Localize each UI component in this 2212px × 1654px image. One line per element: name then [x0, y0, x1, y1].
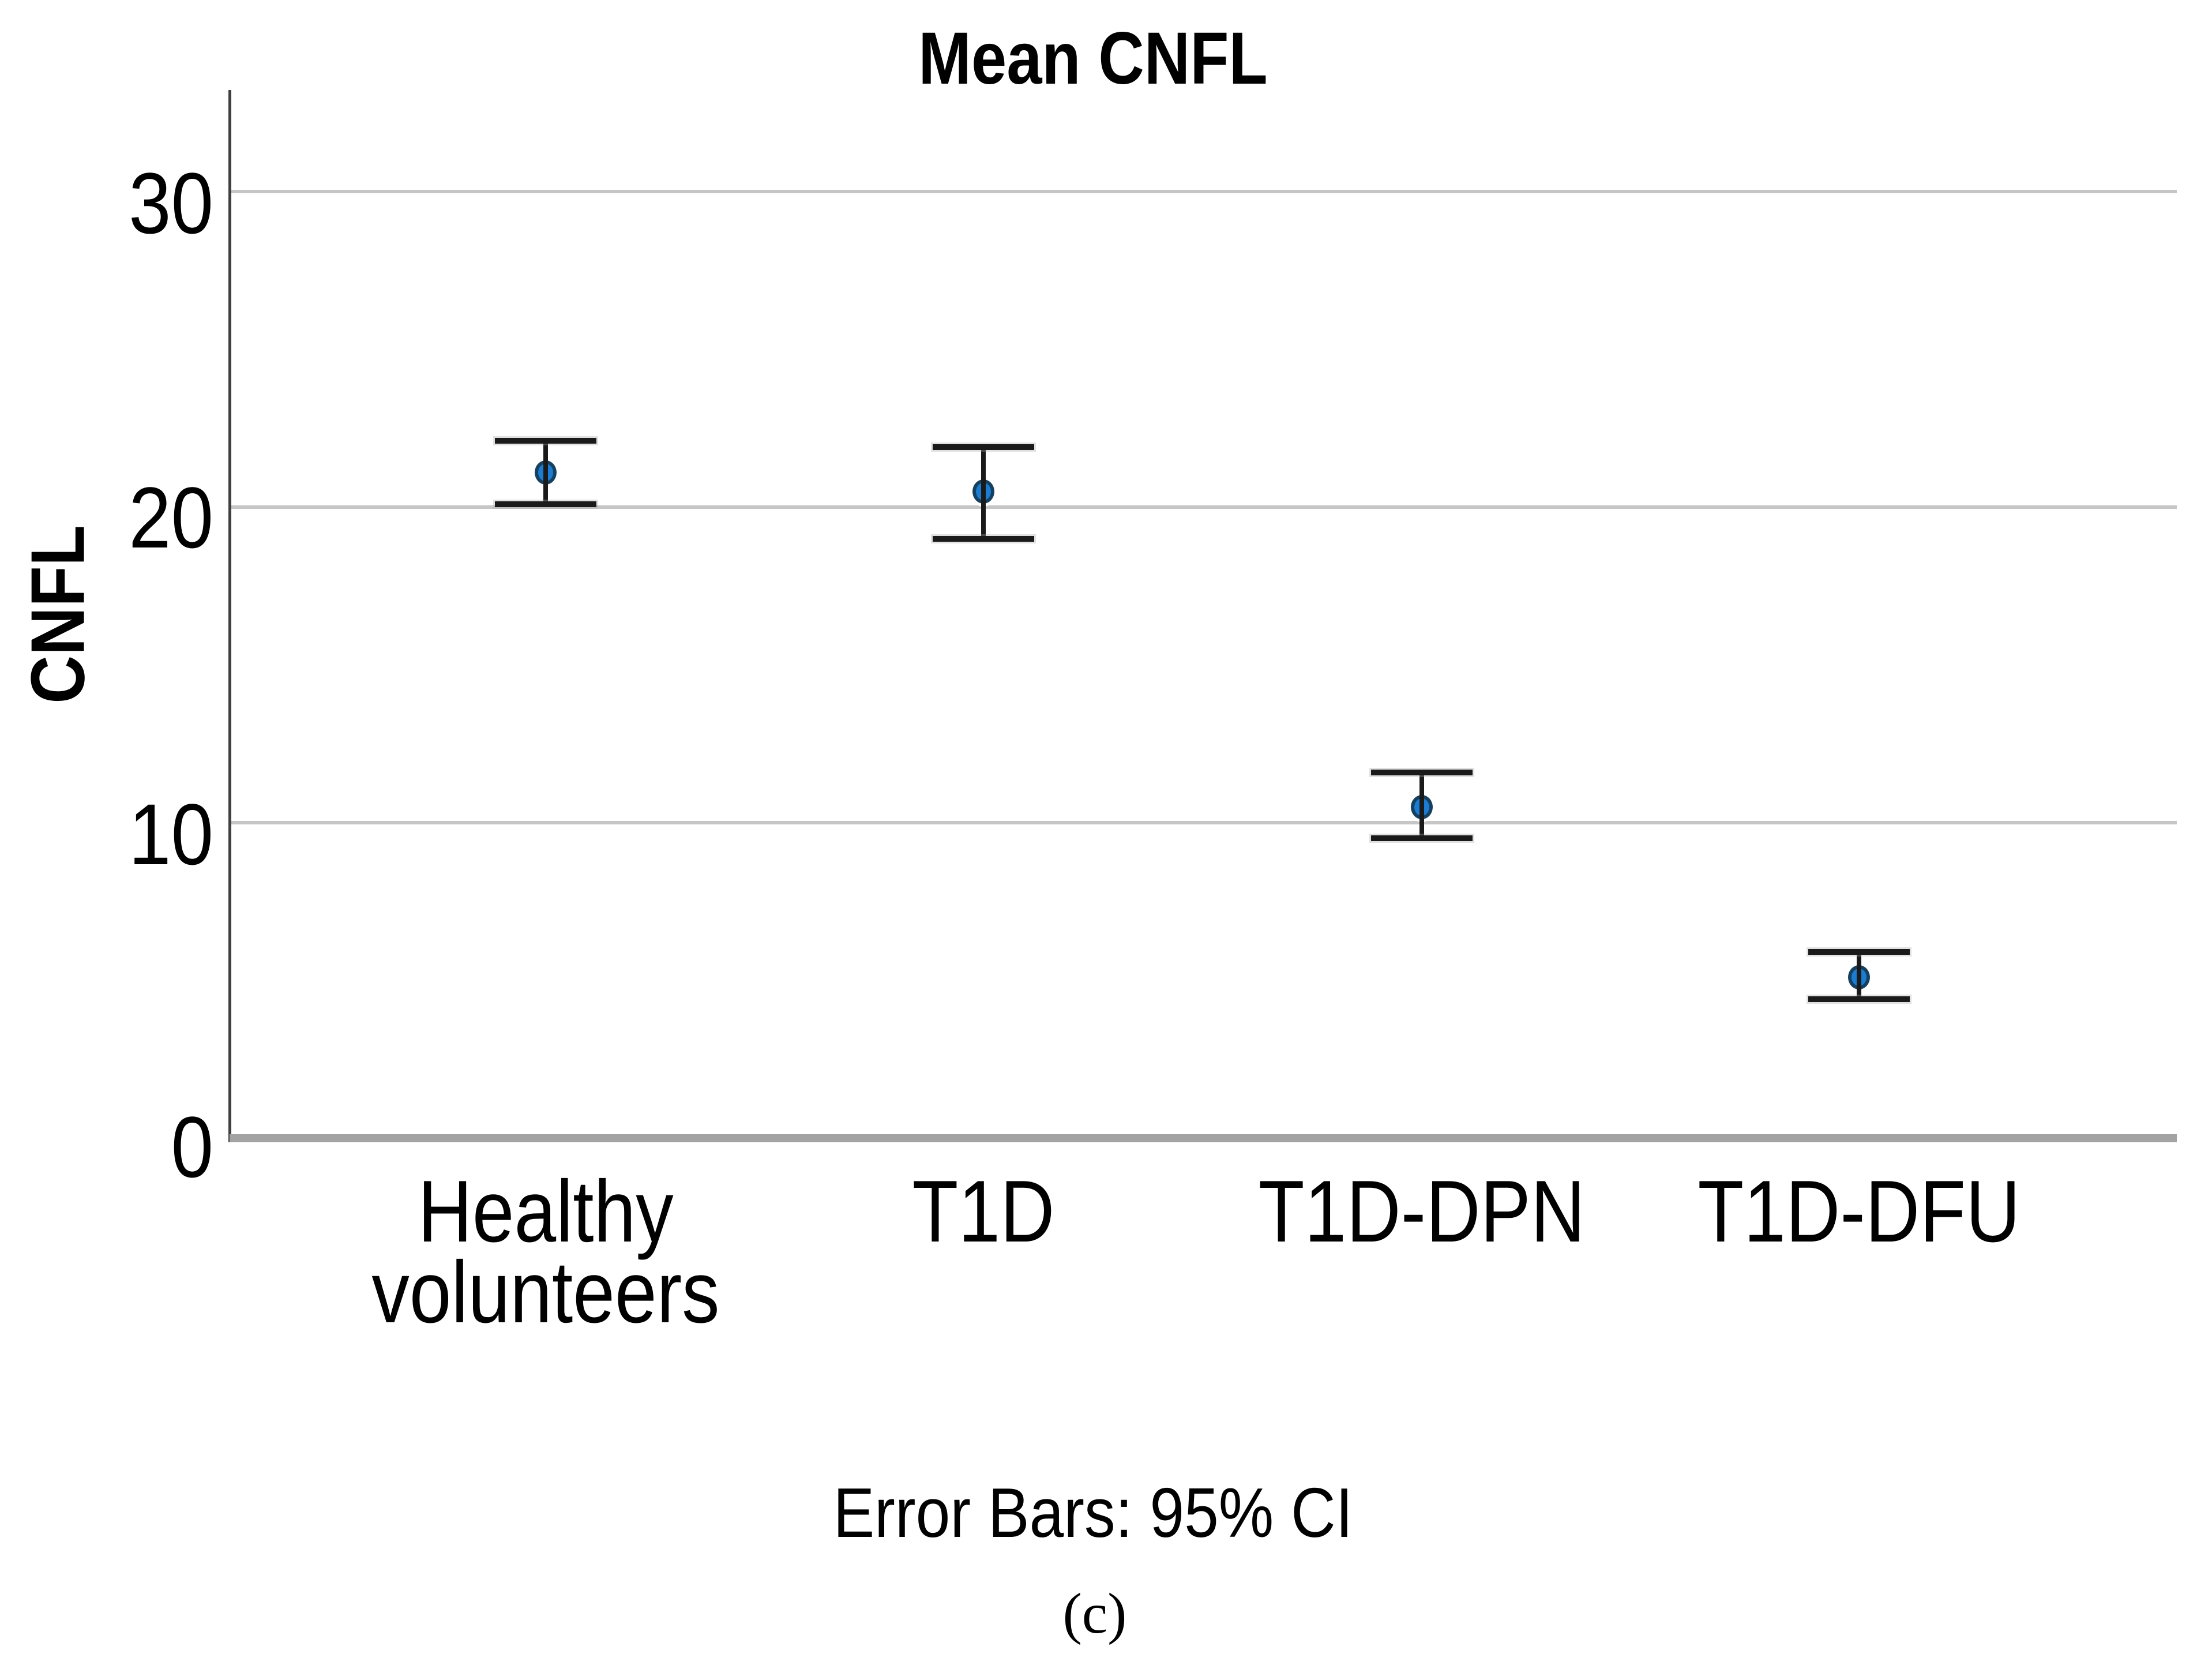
- error-bar-cap-upper: [1808, 949, 1910, 955]
- error-bar-cap-upper: [933, 444, 1034, 451]
- error-bar-stem: [1419, 772, 1424, 839]
- error-bar-stem: [981, 447, 986, 539]
- error-bar-stem: [1857, 952, 1861, 1000]
- category-label-healthy-volunteers: Healthy volunteers: [371, 1162, 720, 1341]
- error-bar-cap-lower: [495, 501, 596, 507]
- error-bar-cap-upper: [495, 438, 596, 444]
- category-label-t1d: T1D: [912, 1162, 1055, 1261]
- y-tick-label-30: 30: [129, 155, 213, 252]
- gridline-y-30: [230, 190, 2177, 194]
- gridline-y-10: [230, 821, 2177, 825]
- error-bar-cap-lower: [1808, 996, 1910, 1003]
- category-label-t1d-dpn: T1D-DPN: [1258, 1162, 1586, 1261]
- error-bar-cap-lower: [933, 535, 1034, 542]
- figure-subcaption: (c): [1062, 1581, 1127, 1645]
- y-axis-line: [228, 90, 231, 1142]
- category-label-t1d-dfu: T1D-DFU: [1698, 1162, 2021, 1261]
- chart-title: Mean CNFL: [918, 17, 1268, 100]
- y-tick-label-20: 20: [129, 469, 213, 566]
- error-bar-cap-upper: [1371, 769, 1473, 775]
- x-axis-baseline: [230, 1134, 2177, 1142]
- error-bar-cap-lower: [1371, 835, 1473, 842]
- error-bars-footnote: Error Bars: 95% CI: [833, 1473, 1353, 1552]
- gridline-y-20: [230, 505, 2177, 509]
- error-bar-stem: [543, 441, 548, 504]
- y-tick-label-0: 0: [171, 1098, 213, 1195]
- y-tick-label-10: 10: [129, 786, 213, 883]
